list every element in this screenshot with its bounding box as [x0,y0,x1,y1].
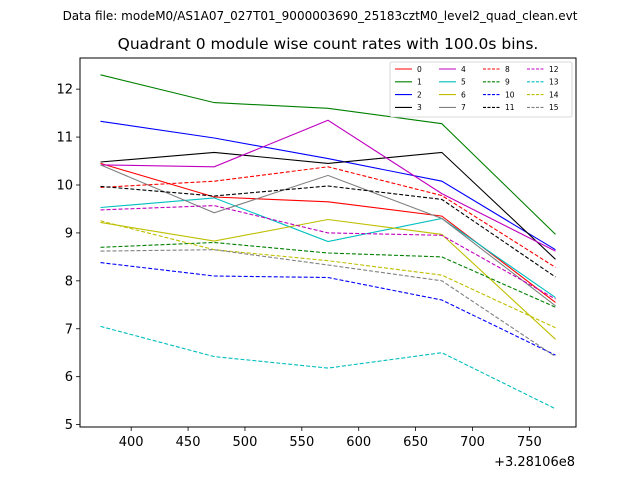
legend-label: 14 [549,90,559,99]
legend-frame [389,61,573,118]
series-line-6 [100,218,556,340]
series-line-8 [100,166,556,268]
y-axis: 5 6 7 8 9 10 11 12 [56,83,80,433]
legend-label: 2 [417,90,422,99]
x-axis-offset-label: +3.28106e8 [494,455,575,470]
x-tick-label: 450 [176,435,201,450]
series-line-9 [100,241,556,308]
series-line-1 [100,74,556,235]
series-line-11 [100,185,556,278]
series-line-2 [100,120,556,251]
x-tick-label: 500 [233,435,258,450]
x-tick-label: 600 [346,435,371,450]
series-line-10 [100,262,556,356]
x-tick-label: 650 [403,435,428,450]
x-tick-label: 400 [119,435,144,450]
legend-label: 0 [417,65,422,74]
legend-label: 10 [505,90,515,99]
series-line-7 [100,164,556,307]
figure-suptitle: Data file: modeM0/AS1A07_027T01_90000036… [63,9,578,23]
series-layer [100,74,556,410]
y-tick-label: 11 [56,131,73,146]
x-tick-label: 550 [289,435,314,450]
legend-label: 9 [505,78,510,87]
series-line-3 [100,151,556,260]
y-tick-label: 8 [65,274,73,289]
legend-label: 7 [461,103,466,112]
y-tick-label: 9 [65,226,73,241]
series-line-15 [100,249,556,358]
axes-frame [79,57,577,428]
y-tick-label: 12 [56,83,73,98]
x-tick-label: 750 [517,435,542,450]
legend-label: 3 [417,103,422,112]
legend-label: 13 [549,78,559,87]
legend-label: 5 [461,78,466,87]
axes-background [80,58,576,427]
y-tick-label: 5 [65,418,73,433]
y-tick-label: 10 [56,178,73,193]
legend-label: 1 [417,78,422,87]
chart-title: Quadrant 0 module wise count rates with … [118,35,539,53]
x-axis: 400 450 500 550 600 650 700 750 [119,427,542,450]
y-tick-label: 6 [65,370,73,385]
series-line-14 [100,220,556,329]
legend-label: 12 [549,65,559,74]
y-tick-label: 7 [65,322,73,337]
legend-label: 11 [505,103,515,112]
legend-label: 8 [505,65,510,74]
legend-label: 6 [461,90,466,99]
series-line-13 [100,325,556,410]
series-line-12 [100,205,556,300]
legend-label: 4 [461,65,466,74]
series-line-5 [100,197,556,299]
legend-label: 15 [549,103,559,112]
series-line-4 [100,119,556,252]
x-tick-label: 700 [460,435,485,450]
